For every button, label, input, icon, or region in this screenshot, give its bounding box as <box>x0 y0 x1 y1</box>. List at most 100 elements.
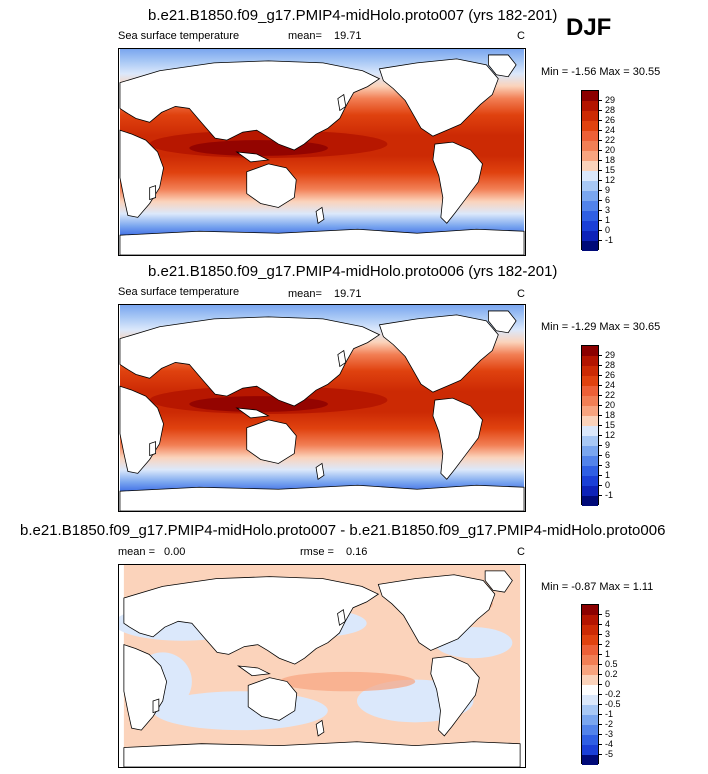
colorbar-tick <box>599 240 602 241</box>
colorbar-label: 6 <box>605 195 611 205</box>
land-outline <box>246 419 297 464</box>
land-outline <box>487 310 517 334</box>
season-label: DJF <box>566 14 612 41</box>
colorbar-label: -1 <box>605 235 614 245</box>
colorbar-tick <box>599 694 602 695</box>
land-outline <box>247 677 298 721</box>
colorbar-label: 12 <box>605 175 616 185</box>
colorbar-swatch <box>582 635 598 645</box>
colorbar-swatch <box>582 655 598 665</box>
colorbar-swatch <box>582 366 598 376</box>
colorbar-swatch <box>582 745 598 755</box>
colorbar-tick <box>599 654 602 655</box>
land-outline <box>123 741 521 767</box>
colorbar-tick <box>599 365 602 366</box>
land-outline <box>119 316 381 407</box>
land-outline <box>123 576 380 665</box>
colorbar-swatch <box>582 346 598 356</box>
colorbar-tick <box>599 465 602 466</box>
colorbar-swatch <box>582 755 598 765</box>
colorbar-swatch <box>582 231 598 241</box>
colorbar-tick <box>599 210 602 211</box>
panel-3-rmse-value: 0.16 <box>346 546 368 558</box>
colorbar-tick <box>599 495 602 496</box>
colorbar-swatch <box>582 625 598 635</box>
land-outline <box>119 484 525 511</box>
colorbar-label: 3 <box>605 629 611 639</box>
colorbar-swatch <box>582 171 598 181</box>
colorbar-swatch <box>582 101 598 111</box>
land-outline <box>235 151 270 163</box>
warm-anomaly <box>279 671 416 692</box>
colorbar-swatch <box>582 356 598 366</box>
colorbar-tick <box>599 455 602 456</box>
colorbar-label: -1 <box>605 490 614 500</box>
colorbar-label: -0.2 <box>605 689 621 699</box>
colorbar-swatch <box>582 151 598 161</box>
colorbar-tick <box>599 355 602 356</box>
colorbar-tick <box>599 180 602 181</box>
colorbar-swatch <box>582 241 598 251</box>
colorbar-swatch <box>582 221 598 231</box>
land-outline <box>337 93 347 112</box>
colorbar-label: -1 <box>605 709 614 719</box>
colorbar-swatch <box>582 406 598 416</box>
panel-2-units: C <box>517 288 525 300</box>
land-outline <box>119 228 525 255</box>
warm-pool-core <box>189 396 328 412</box>
colorbar-label: 18 <box>605 410 616 420</box>
colorbar-swatch <box>582 705 598 715</box>
colorbar-swatch <box>582 91 598 101</box>
colorbar-box <box>581 604 599 765</box>
colorbar-tick <box>599 714 602 715</box>
colorbar-box <box>581 345 599 506</box>
colorbar-swatch <box>582 426 598 436</box>
land-outline <box>337 349 347 368</box>
colorbar-swatch <box>582 456 598 466</box>
colorbar-tick <box>599 644 602 645</box>
colorbar-tick <box>599 425 602 426</box>
colorbar-swatch <box>582 436 598 446</box>
land-outline <box>315 719 325 737</box>
colorbar-label: 26 <box>605 370 616 380</box>
colorbar-label: 9 <box>605 440 611 450</box>
colorbar-swatch <box>582 605 598 615</box>
colorbar-tick <box>599 190 602 191</box>
colorbar-label: 0.2 <box>605 669 618 679</box>
colorbar-swatch <box>582 486 598 496</box>
colorbar-label: 6 <box>605 450 611 460</box>
panel-2-variable: Sea surface temperature <box>118 286 240 298</box>
colorbar-swatch <box>582 685 598 695</box>
land-outline <box>487 54 517 78</box>
land-outline <box>315 462 325 480</box>
colorbar-tick <box>599 395 602 396</box>
colorbar-swatch <box>582 496 598 506</box>
colorbar-label: 2 <box>605 639 611 649</box>
colorbar-tick <box>599 664 602 665</box>
colorbar-swatch <box>582 735 598 745</box>
land-outline <box>378 314 499 393</box>
colorbar-label: 28 <box>605 360 616 370</box>
colorbar-label: 1 <box>605 215 611 225</box>
land-outline <box>432 141 483 224</box>
colorbar-label: -2 <box>605 719 614 729</box>
panel-2-minmax: Min = -1.29 Max = 30.65 <box>541 321 661 333</box>
panel-1-mean-label: mean= <box>288 30 322 42</box>
warm-pool-core <box>189 140 328 156</box>
colorbar-swatch <box>582 396 598 406</box>
colorbar-swatch <box>582 376 598 386</box>
colorbar-tick <box>599 375 602 376</box>
colorbar-label: 20 <box>605 145 616 155</box>
colorbar-tick <box>599 220 602 221</box>
colorbar-label: 24 <box>605 380 616 390</box>
panel-2-mean-label: mean= <box>288 288 322 300</box>
colorbar-tick <box>599 160 602 161</box>
colorbar-swatch <box>582 615 598 625</box>
difference-field <box>119 565 521 767</box>
colorbar-tick <box>599 704 602 705</box>
colorbar-label: 29 <box>605 95 616 105</box>
colorbar-swatch <box>582 141 598 151</box>
colorbar-swatch <box>582 476 598 486</box>
land-outline <box>484 570 513 593</box>
colorbar-swatch <box>582 111 598 121</box>
